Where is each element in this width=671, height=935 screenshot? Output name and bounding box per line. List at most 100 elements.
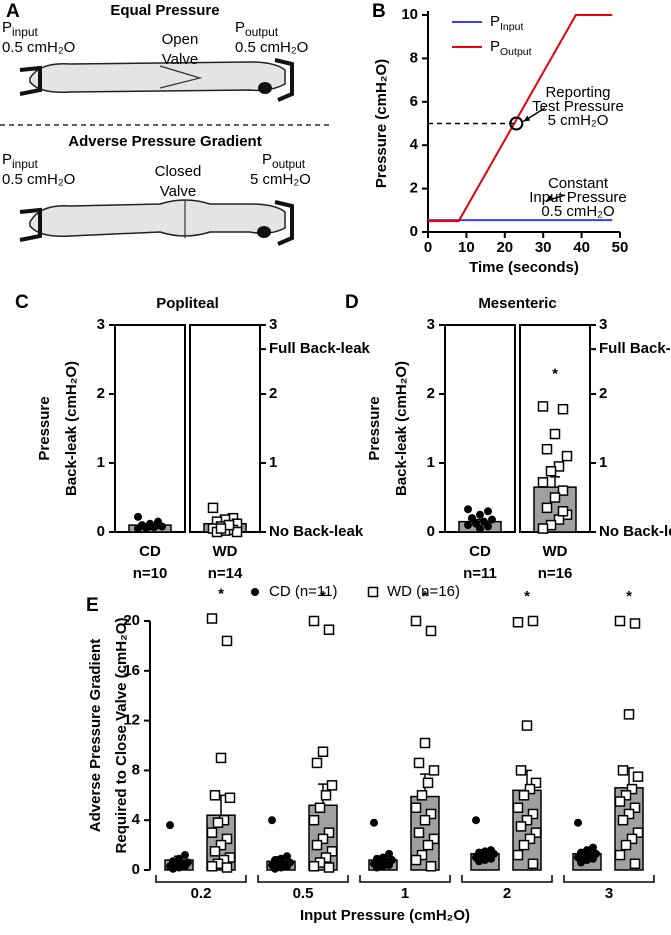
panel-label: C: [15, 292, 29, 313]
x-tick-label: 20: [496, 239, 513, 256]
data-point: [521, 814, 533, 826]
y-tick-label: 2: [427, 385, 435, 402]
data-point: [620, 839, 632, 851]
y-axis-title: Back-leak (cmH₂O): [63, 361, 80, 496]
data-point: [251, 588, 259, 596]
y-tick-label: 3: [427, 316, 435, 333]
data-point: [215, 839, 227, 851]
data-point: [557, 485, 569, 496]
valve-label: Valve: [160, 183, 196, 200]
x-tick-label: 0: [424, 239, 432, 256]
data-point: [557, 506, 569, 517]
data-point: [326, 846, 338, 857]
data-point: [574, 818, 582, 827]
annotation: Constant: [548, 175, 609, 192]
category-bracket: [461, 875, 553, 883]
data-point: [617, 814, 629, 826]
data-point: [146, 522, 154, 531]
y-axis-title: Back-leak (cmH₂O): [393, 361, 410, 496]
data-point: [537, 401, 549, 412]
chart-title: Mesenteric: [478, 295, 556, 312]
x-tick-label: 2: [503, 885, 511, 902]
data-point: [549, 428, 561, 440]
data-point: [373, 863, 381, 872]
data-point: [308, 861, 320, 872]
legend-label: WD (n=16): [387, 583, 460, 600]
significance: *: [626, 588, 632, 605]
data-point: [207, 502, 219, 514]
data-point: [134, 512, 142, 521]
y-tick-label: 6: [410, 93, 418, 110]
y-tick-label: 20: [123, 612, 140, 629]
data-point: [487, 854, 495, 863]
data-point: [521, 720, 533, 731]
y-axis-title: Required to Close Valve (cmH₂O): [113, 618, 130, 854]
data-point: [632, 827, 644, 838]
data-point: [527, 615, 539, 627]
reference-point: [509, 116, 524, 131]
data-point: [617, 765, 629, 776]
data-point: [323, 624, 335, 635]
data-point: [518, 839, 530, 851]
data-point: [224, 792, 236, 804]
y2-tick-label: 2: [269, 385, 277, 402]
data-point: [134, 524, 142, 533]
y2-tick-label: 3: [599, 316, 607, 333]
data-point: [629, 618, 641, 629]
data-point: [206, 613, 218, 624]
x-tick-label: 50: [612, 239, 629, 256]
n-label: n=14: [208, 565, 243, 582]
panel-label: B: [372, 1, 386, 22]
y2-tick-label: No Back-leak: [599, 523, 671, 540]
y2-tick-label: No Back-leak: [269, 523, 364, 540]
significance: *: [524, 588, 530, 605]
subscript: Input: [500, 21, 523, 33]
data-point: [410, 854, 422, 866]
data-point: [515, 821, 527, 832]
symbol: P: [2, 19, 12, 36]
valve-label: Open: [162, 31, 199, 48]
y-axis-title: Adverse Pressure Gradient: [87, 639, 104, 832]
data-point: [209, 790, 221, 801]
data-point: [221, 635, 233, 647]
data-point: [512, 616, 524, 628]
subscript-label: Poutput: [235, 19, 279, 39]
subscript-label: Poutput: [262, 151, 306, 171]
y-tick-label: 0: [132, 861, 140, 878]
data-point: [577, 858, 585, 867]
data-point: [527, 808, 539, 820]
data-point: [488, 515, 496, 524]
subscript-label: PInput: [490, 13, 523, 33]
subscript: output: [245, 25, 279, 39]
data-point: [422, 839, 434, 851]
y-tick-label: 1: [97, 454, 105, 471]
data-point: [512, 802, 524, 813]
data-point: [410, 615, 422, 627]
data-point: [527, 858, 539, 870]
subscript-label: Pinput: [2, 19, 38, 39]
data-point: [428, 833, 440, 845]
data-point: [589, 854, 597, 863]
data-point: [530, 777, 542, 789]
data-point: [370, 818, 378, 827]
x-tick-label: WD: [543, 543, 568, 560]
x-axis-title: Input Pressure (cmH₂O): [300, 907, 470, 924]
data-point: [425, 861, 437, 872]
data-point: [317, 746, 329, 757]
x-tick-label: WD: [213, 543, 238, 560]
data-point: [308, 615, 320, 627]
data-point: [518, 790, 530, 801]
data-point: [425, 625, 437, 637]
n-label: n=11: [463, 565, 497, 582]
data-point: [632, 771, 644, 782]
y-tick-label: 12: [123, 712, 140, 729]
data-point: [623, 709, 635, 720]
data-point: [277, 863, 285, 872]
pressure-value: 0.5 cmH₂O: [235, 39, 308, 56]
y-tick-label: 1: [427, 454, 435, 471]
data-point: [326, 780, 338, 791]
pressure-value: 0.5 cmH₂O: [2, 171, 75, 188]
x-tick-label: 0.2: [191, 885, 212, 902]
data-point: [468, 514, 476, 523]
category-bracket: [155, 875, 247, 883]
